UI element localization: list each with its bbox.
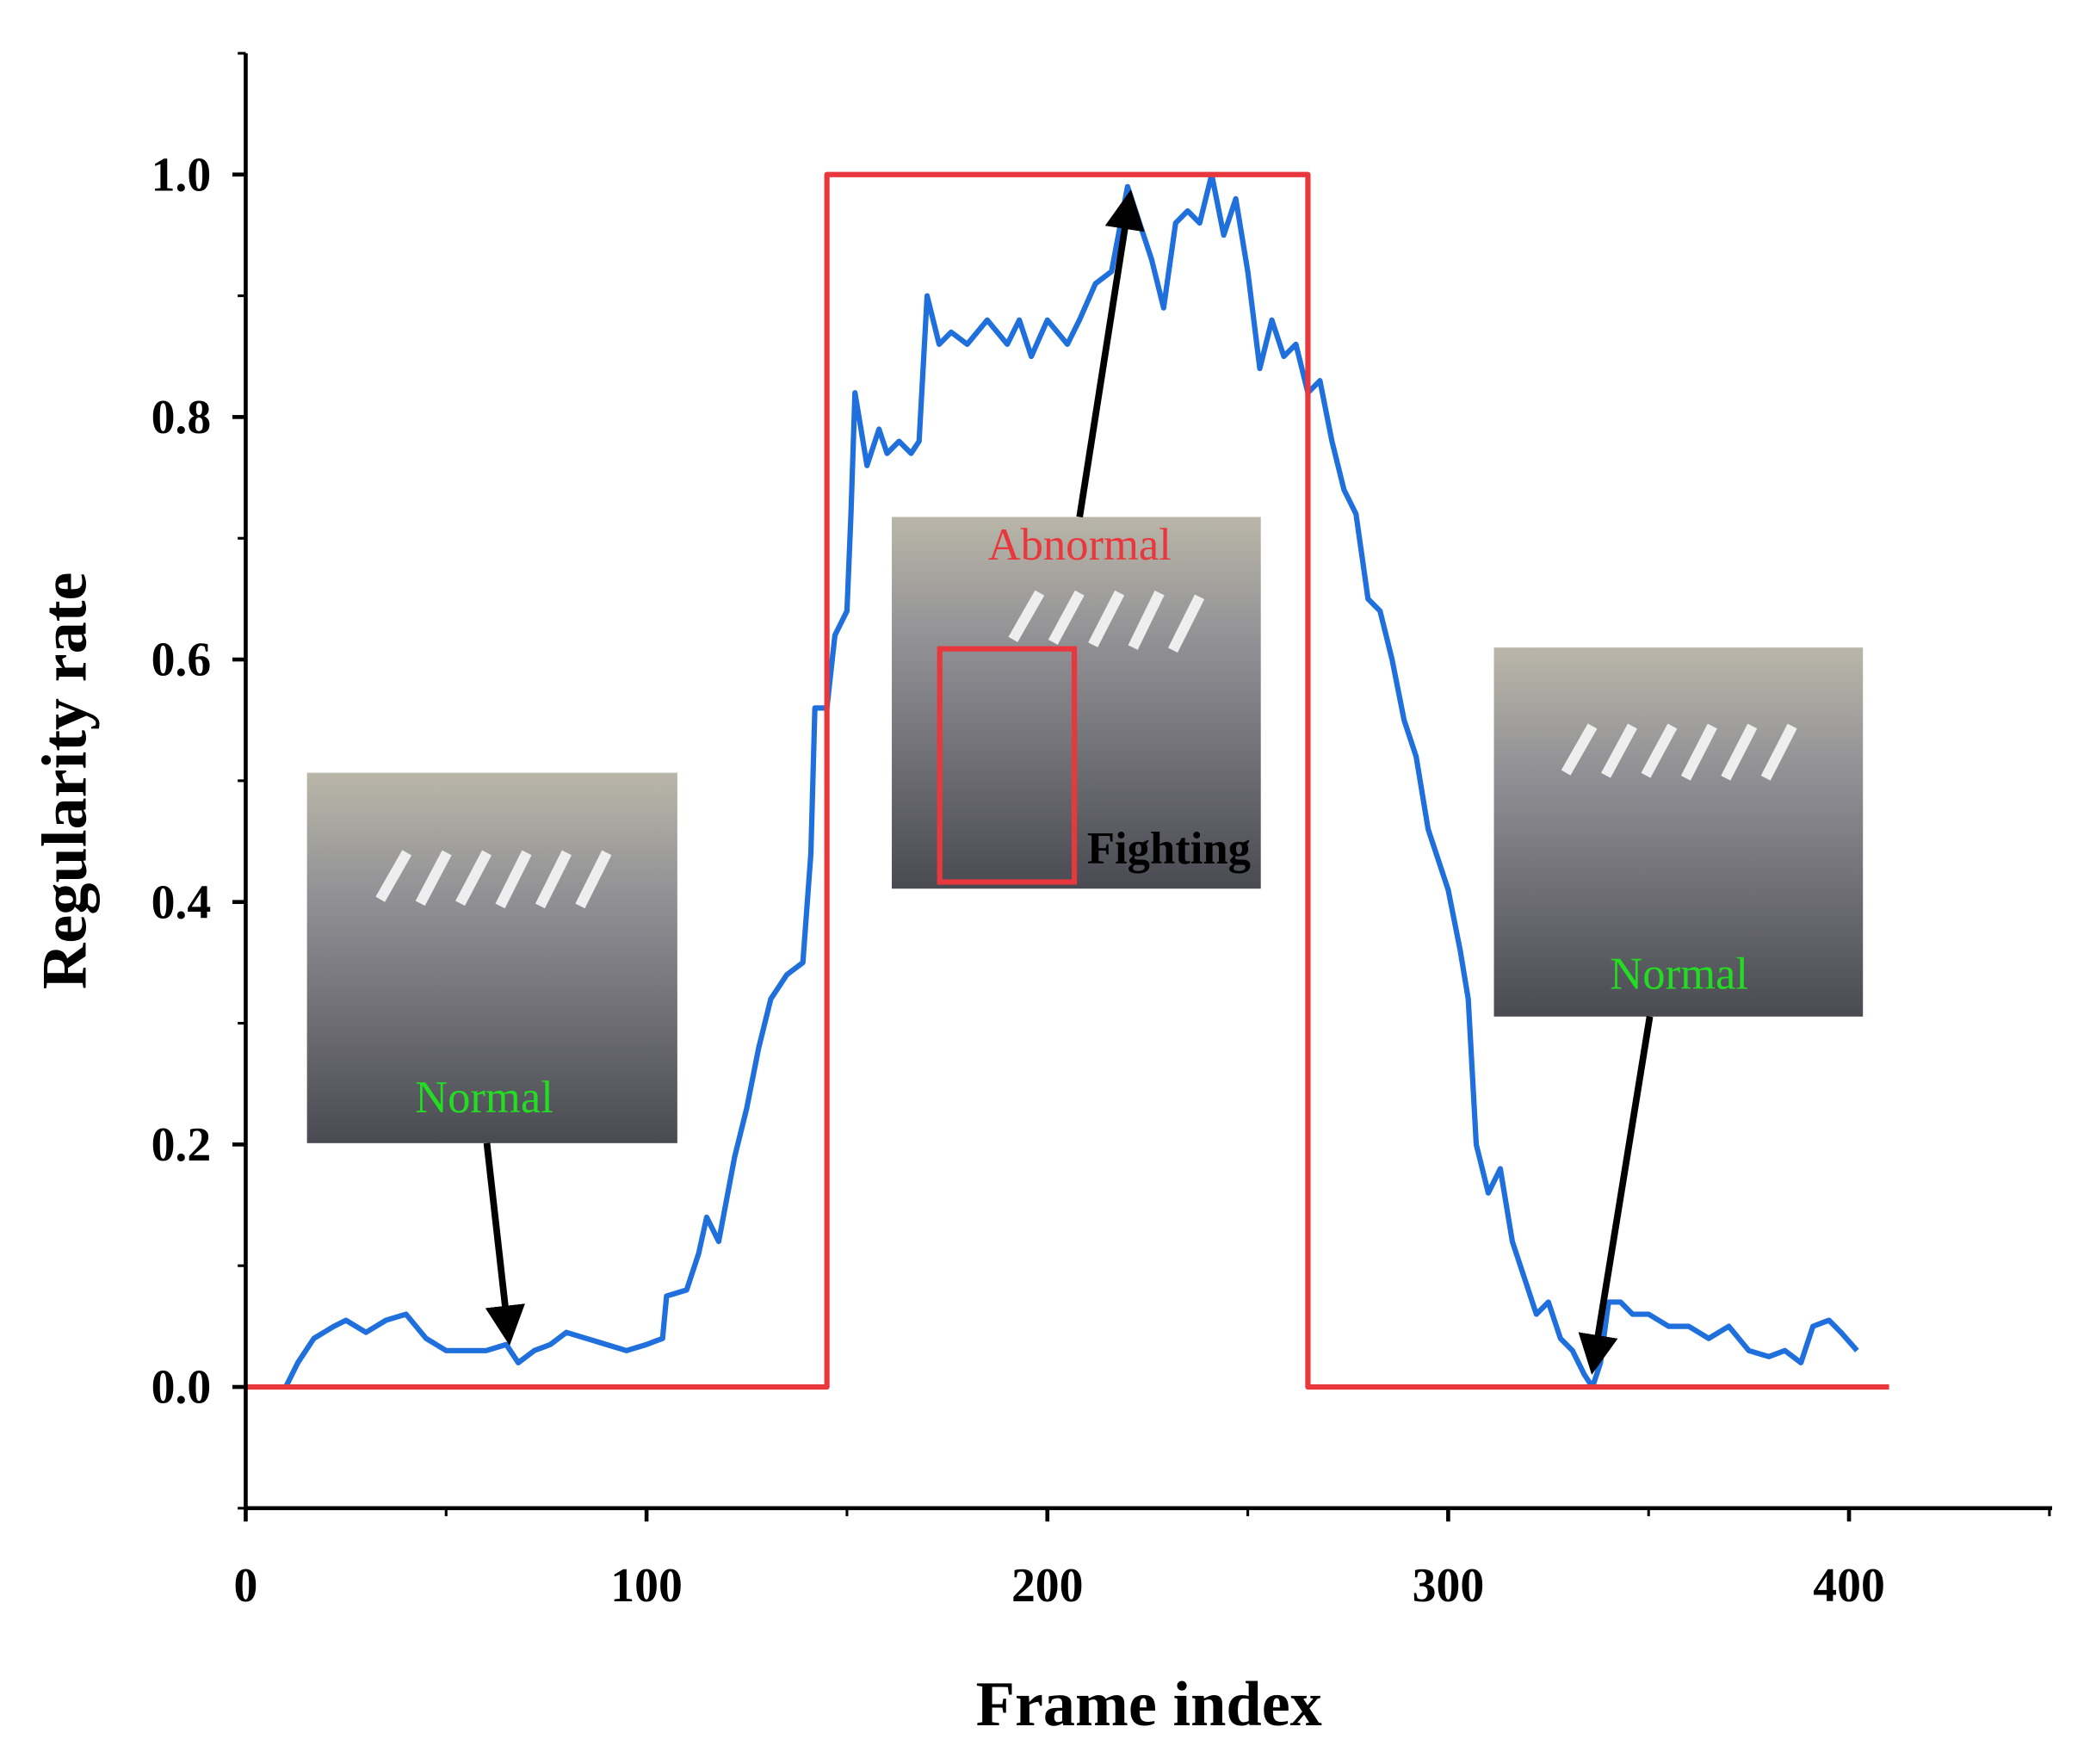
inset-left [306, 772, 677, 1143]
y-tick-label: 1.0 [151, 148, 212, 201]
y-tick-label: 0.2 [151, 1118, 212, 1172]
x-tick-label: 0 [234, 1559, 258, 1612]
y-axis-title: Regularity rate [30, 573, 101, 990]
arrows [483, 189, 1654, 1375]
inset-middle [892, 517, 1261, 889]
annotation: Fighting [1087, 824, 1251, 874]
x-tick-label: 400 [1813, 1559, 1885, 1612]
y-tick-label: 0.4 [151, 876, 212, 929]
y-tick-label: 0.6 [151, 634, 212, 687]
x-axis-title: Frame index [976, 1669, 1322, 1740]
x-tick-label: 200 [1011, 1559, 1084, 1612]
annotation: Abnormal [988, 520, 1172, 570]
series-line [245, 171, 1889, 1390]
series-line [283, 171, 1859, 1390]
x-tick-label: 300 [1413, 1559, 1485, 1612]
inset-right [1493, 647, 1864, 1017]
annotation: Normal [1610, 949, 1748, 999]
y-tick-label: 0.0 [151, 1361, 212, 1414]
y-tick-label: 0.8 [151, 391, 212, 444]
annotation: Normal [415, 1073, 553, 1123]
x-tick-label: 100 [610, 1559, 683, 1612]
